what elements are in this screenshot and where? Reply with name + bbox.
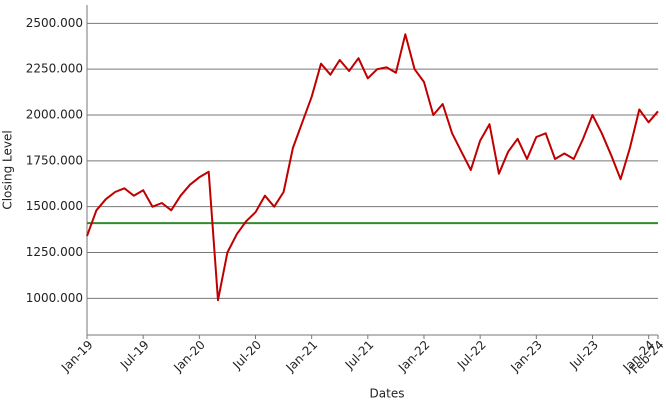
- y-tick-label: 1500.000: [26, 199, 83, 213]
- y-tick-label: 1000.000: [26, 291, 83, 305]
- y-tick-label: 2500.000: [26, 16, 83, 30]
- x-tick-label: Jan-19: [58, 338, 96, 376]
- y-tick-label: 1750.000: [26, 153, 83, 167]
- y-tick-label: 1250.000: [26, 245, 83, 259]
- x-tick-label: Jul-19: [117, 338, 152, 373]
- x-tick-label: Jul-23: [566, 338, 601, 373]
- data-line: [86, 33, 659, 302]
- y-axis-title: Closing Level: [1, 130, 15, 209]
- x-tick-label: Jan-20: [170, 338, 208, 376]
- x-tick-label: Jul-22: [454, 338, 489, 373]
- y-tick-label: 2000.000: [26, 108, 83, 122]
- x-tick-label: Jan-21: [283, 338, 321, 376]
- x-tick-label: Jan-23: [507, 338, 545, 376]
- x-tick-label: Jul-20: [229, 338, 264, 373]
- y-tick-label: 2250.000: [26, 62, 83, 76]
- x-axis-title: Dates: [370, 387, 405, 401]
- x-tick-label: Jan-22: [395, 338, 433, 376]
- x-tick-label: Jul-21: [342, 338, 377, 373]
